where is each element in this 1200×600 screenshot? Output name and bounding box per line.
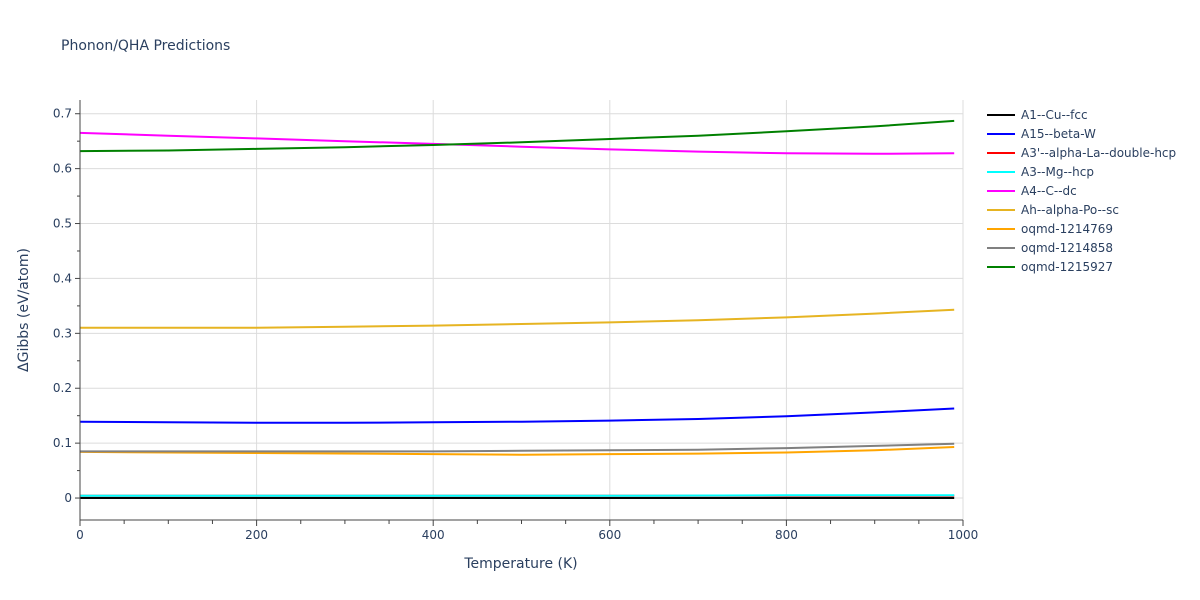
legend-entry-label: A15--beta-W <box>1021 127 1096 141</box>
y-axis-title: ΔGibbs (eV/atom) <box>16 248 32 372</box>
x-tick-label: 400 <box>422 528 445 542</box>
y-tick-label: 0.6 <box>53 162 72 176</box>
legend: A1--Cu--fcc A15--beta-W A3'--alpha-La--dou… <box>987 108 1176 274</box>
legend-entry-label: oqmd-1214858 <box>1021 241 1113 255</box>
legend-entry-label: A4--C--dc <box>1021 184 1077 198</box>
y-tick-label: 0.1 <box>53 436 72 450</box>
legend-entry-label: A1--Cu--fcc <box>1021 108 1088 122</box>
chart-title: Phonon/QHA Predictions <box>61 38 230 54</box>
x-tick-label: 0 <box>76 528 84 542</box>
legend-entry-label: A3--Mg--hcp <box>1021 165 1094 179</box>
grid <box>80 100 964 520</box>
series-line <box>79 131 955 155</box>
legend-entry-label: Ah--alpha-Po--sc <box>1021 203 1119 217</box>
series-line <box>80 442 955 453</box>
series-line <box>79 407 955 424</box>
series-line <box>80 494 955 497</box>
series-line <box>80 308 955 329</box>
legend-entry-label: oqmd-1214769 <box>1021 222 1113 236</box>
y-tick-label: 0 <box>64 491 72 505</box>
legend-entry-label: oqmd-1215927 <box>1021 260 1113 274</box>
series-line <box>79 446 955 456</box>
y-tick-label: 0.3 <box>53 326 72 340</box>
y-tick-label: 0.4 <box>53 271 72 285</box>
legend-entry-label: A3'--alpha-La--double-hcp <box>1021 146 1176 160</box>
axes: 0 200 400 600 800 1000 0 0.1 0.2 0.3 0.4 0.5 0.6 0.7 <box>53 100 978 542</box>
y-tick-label: 0.2 <box>53 381 72 395</box>
y-tick-label: 0.7 <box>53 107 72 121</box>
x-tick-label: 800 <box>775 528 798 542</box>
x-tick-label: 600 <box>598 528 621 542</box>
series-line <box>79 119 955 153</box>
x-tick-label: 200 <box>245 528 268 542</box>
y-tick-label: 0.5 <box>53 217 72 231</box>
x-tick-label: 1000 <box>948 528 979 542</box>
series-lines <box>79 119 955 499</box>
x-axis-title: Temperature (K) <box>463 556 577 572</box>
